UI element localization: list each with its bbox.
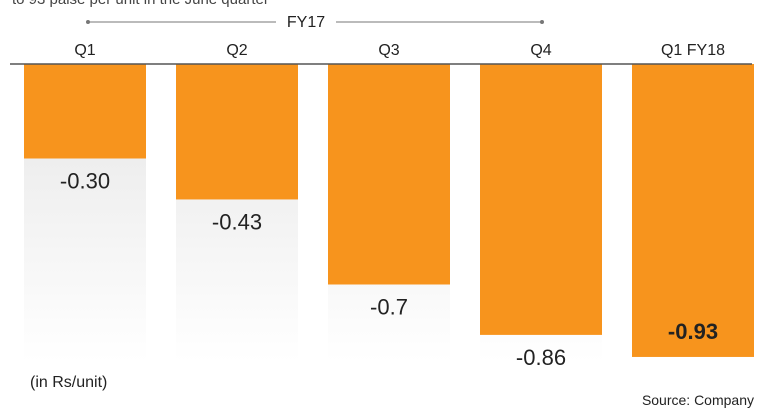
value-label-q1-fy18: -0.93 bbox=[668, 319, 718, 344]
bar-q3 bbox=[328, 64, 450, 285]
bar-q2 bbox=[176, 64, 298, 200]
category-label-q2: Q2 bbox=[226, 42, 247, 59]
source-note: Source: Company bbox=[642, 392, 754, 408]
value-label-q3: -0.7 bbox=[370, 295, 408, 320]
chart-caption: to 93 paise per unit in the June quarter bbox=[12, 0, 269, 8]
bar-q4 bbox=[480, 64, 602, 335]
category-label-q1: Q1 bbox=[74, 42, 95, 59]
category-label-q1-fy18: Q1 FY18 bbox=[661, 42, 725, 59]
fy17-label: FY17 bbox=[287, 14, 325, 31]
value-label-q2: -0.43 bbox=[212, 209, 262, 234]
value-label-q1: -0.30 bbox=[60, 169, 110, 194]
unit-note: (in Rs/unit) bbox=[30, 374, 107, 391]
bar-q1-fy18 bbox=[632, 64, 754, 357]
fy17-bracket-dot-right bbox=[540, 20, 544, 24]
category-label-q4: Q4 bbox=[530, 42, 551, 59]
bar-q1 bbox=[24, 64, 146, 159]
fy17-bracket-dot-left bbox=[86, 20, 90, 24]
category-label-q3: Q3 bbox=[378, 42, 399, 59]
value-label-q4: -0.86 bbox=[516, 345, 566, 370]
fy17-bracket: FY17 bbox=[86, 14, 544, 31]
